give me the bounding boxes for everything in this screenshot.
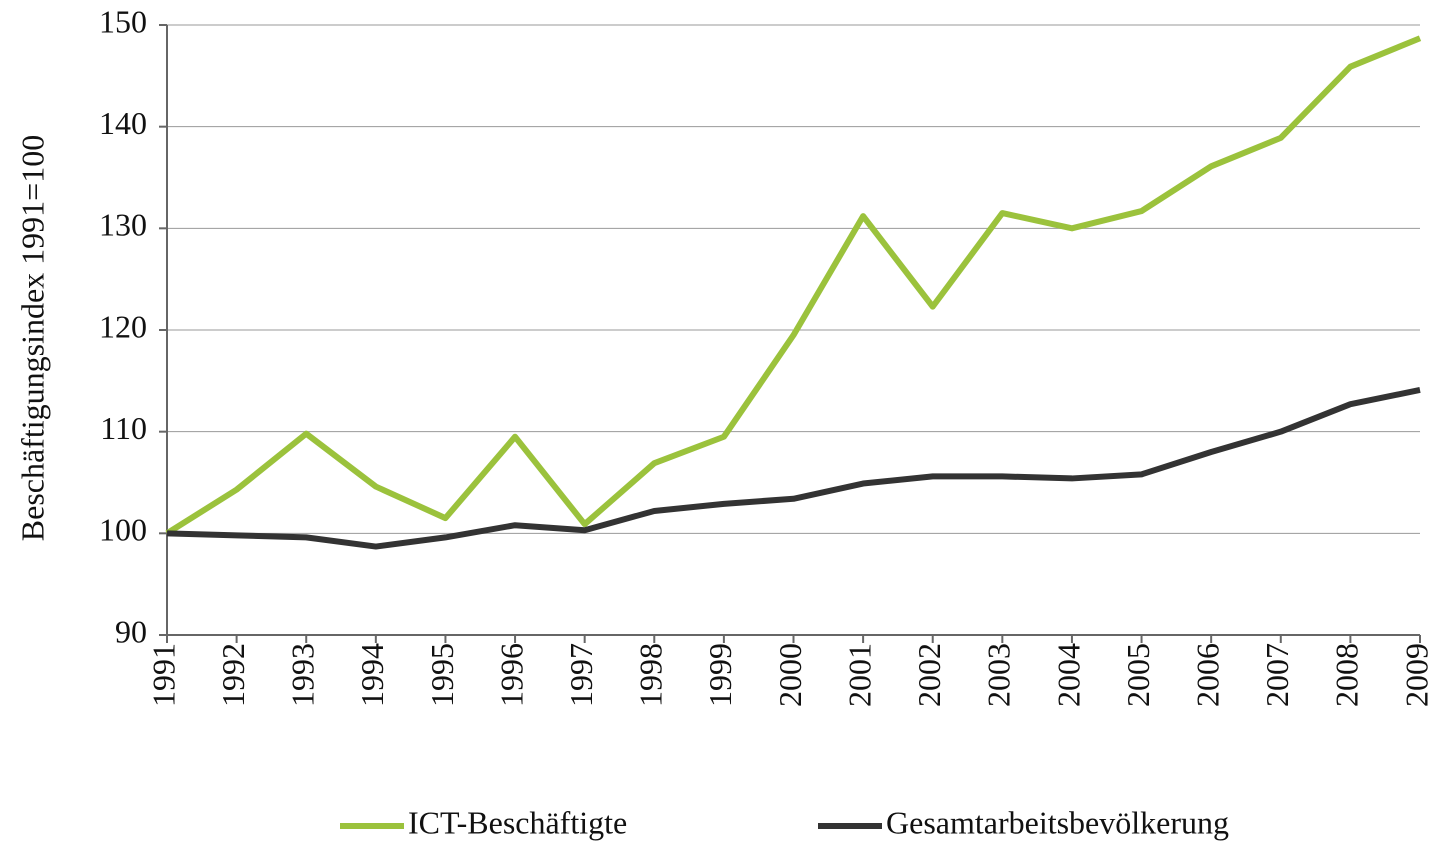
line bbox=[165, 35, 1422, 536]
y-axis-label: Beschäftigungsindex 1991=100 bbox=[14, 135, 50, 541]
y-tick-label: 130 bbox=[99, 207, 147, 243]
x-tick-label: 1995 bbox=[424, 643, 460, 707]
y-tick-label: 150 bbox=[99, 3, 147, 39]
x-tick-label: 2007 bbox=[1259, 643, 1295, 707]
x-tick-label: 2006 bbox=[1190, 643, 1226, 707]
y-tick-label: 100 bbox=[99, 512, 147, 548]
x-tick-label: 2003 bbox=[981, 643, 1017, 707]
x-tick-label: 2009 bbox=[1398, 643, 1434, 707]
x-tick-label: 1996 bbox=[493, 643, 529, 707]
y-tick-label: 140 bbox=[99, 105, 147, 141]
x-tick-label: 1992 bbox=[215, 643, 251, 707]
x-tick-label: 1994 bbox=[354, 643, 390, 707]
x-tick-label: 2002 bbox=[911, 643, 947, 707]
x-tick-label: 1998 bbox=[633, 643, 669, 707]
x-tick-label: 1999 bbox=[702, 643, 738, 707]
y-tick-label: 110 bbox=[100, 410, 147, 446]
y-tick-label: 120 bbox=[99, 308, 147, 344]
x-tick-label: 1991 bbox=[145, 643, 181, 707]
x-tick-label: 1997 bbox=[563, 643, 599, 707]
legend-label: Gesamtarbeitsbevölkerung bbox=[886, 804, 1229, 840]
x-tick-label: 2008 bbox=[1329, 643, 1365, 707]
x-tick-label: 2000 bbox=[772, 643, 808, 707]
legend-label: ICT-Beschäftigte bbox=[408, 804, 627, 840]
y-tick-label: 90 bbox=[115, 613, 147, 649]
x-tick-label: 2005 bbox=[1120, 643, 1156, 707]
x-tick-label: 2004 bbox=[1050, 643, 1086, 707]
line bbox=[166, 387, 1421, 550]
x-tick-label: 1993 bbox=[285, 643, 321, 707]
x-tick-label: 2001 bbox=[841, 643, 877, 707]
